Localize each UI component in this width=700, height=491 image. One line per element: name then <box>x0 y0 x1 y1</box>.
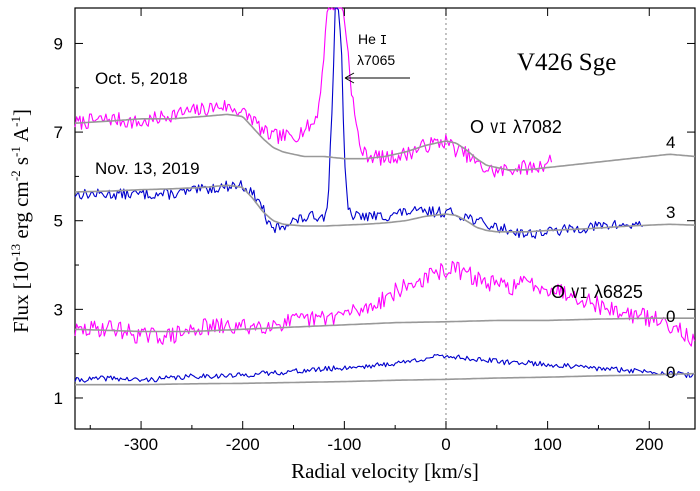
ovi-7082-roman: VI <box>490 121 507 137</box>
y-axis-title-main: Flux [10 <box>9 261 33 333</box>
svg-text:Flux [10-13 erg cm-2 s-1 A-1]: Flux [10-13 erg cm-2 s-1 A-1] <box>8 109 33 333</box>
y-axis-title-exp2: -2 <box>8 170 23 181</box>
offset-label-4: 4 <box>666 133 675 152</box>
ovi-7082-wave: λ7082 <box>513 117 562 137</box>
ovi-6825-label: O VI λ6825 <box>551 282 643 302</box>
model-line-7 <box>75 372 696 386</box>
y-axis-title-exp4: -1 <box>8 116 23 127</box>
y-axis-title-exp3: -1 <box>8 146 23 157</box>
x-axis-title: Radial velocity [km/s] <box>291 459 479 483</box>
y-axis-title-mid2: s <box>9 157 33 170</box>
x-tick-label: -100 <box>327 435 361 454</box>
model-line-6 <box>74 317 695 333</box>
offset-label-3: 3 <box>666 203 675 222</box>
he-roman: I <box>380 33 387 47</box>
y-tick-label: 9 <box>54 34 63 53</box>
y-tick-label: 5 <box>54 212 63 231</box>
y-axis-title-end: ] <box>9 109 33 116</box>
he-wavelength: λ7065 <box>357 52 395 68</box>
x-tick-label: -200 <box>226 435 260 454</box>
y-axis-title: Flux [10-13 erg cm-2 s-1 A-1] <box>8 109 33 333</box>
spectrum-line-3 <box>74 353 695 383</box>
he-element: He <box>358 31 376 47</box>
offset-label-0-upper: 0 <box>666 307 675 326</box>
model-line-4 <box>74 113 696 171</box>
model-line-5 <box>75 184 695 233</box>
series-layer <box>74 7 696 386</box>
y-tick-label: 7 <box>54 123 63 142</box>
x-tick-label: -300 <box>124 435 158 454</box>
spectrum-line-0 <box>74 7 553 178</box>
ovi-7082-ion: O <box>470 117 484 137</box>
ticks-layer: -300 -200 -100 0 100 200 1 3 5 7 9 <box>54 8 695 454</box>
y-axis-title-mid1: erg cm <box>9 181 33 244</box>
ovi-6825-wave: λ6825 <box>594 282 643 302</box>
x-tick-label: 0 <box>441 435 450 454</box>
spectrum-line-2 <box>74 260 696 347</box>
y-axis-title-exp1: -13 <box>8 244 23 261</box>
y-axis-title-mid3: A <box>9 126 33 146</box>
x-tick-label: 100 <box>533 435 561 454</box>
date-oct-2018: Oct. 5, 2018 <box>95 69 188 88</box>
x-tick-label: 200 <box>635 435 663 454</box>
plot-frame <box>74 7 696 430</box>
he-line-label: He I <box>358 31 387 47</box>
y-tick-label: 1 <box>54 389 63 408</box>
star-name: V426 Sge <box>517 49 616 76</box>
offset-label-0-lower: 0 <box>666 363 675 382</box>
ovi-7082-label: O VI λ7082 <box>470 117 562 137</box>
he-arrow-head <box>344 72 355 84</box>
ovi-6825-ion: O <box>551 282 565 302</box>
date-nov-2019: Nov. 13, 2019 <box>95 159 200 178</box>
y-tick-label: 3 <box>54 300 63 319</box>
spectrum-line-1 <box>74 7 643 239</box>
ovi-6825-roman: VI <box>571 286 588 302</box>
